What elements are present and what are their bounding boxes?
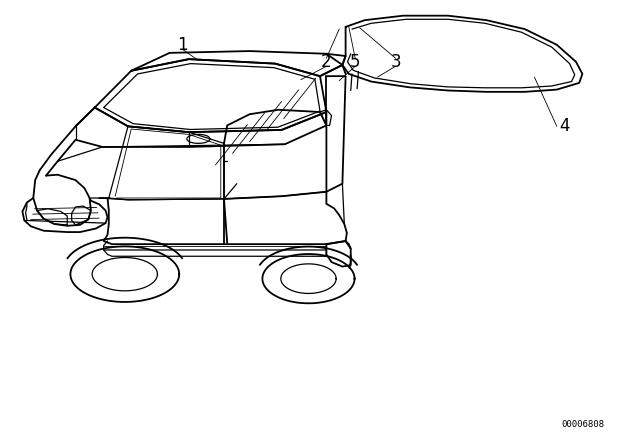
Text: 2: 2: [321, 53, 332, 71]
Text: 1: 1: [177, 36, 188, 54]
Text: 3: 3: [390, 53, 401, 71]
Text: 5: 5: [350, 53, 360, 71]
Text: 00006808: 00006808: [562, 420, 605, 429]
Text: 4: 4: [559, 117, 570, 135]
